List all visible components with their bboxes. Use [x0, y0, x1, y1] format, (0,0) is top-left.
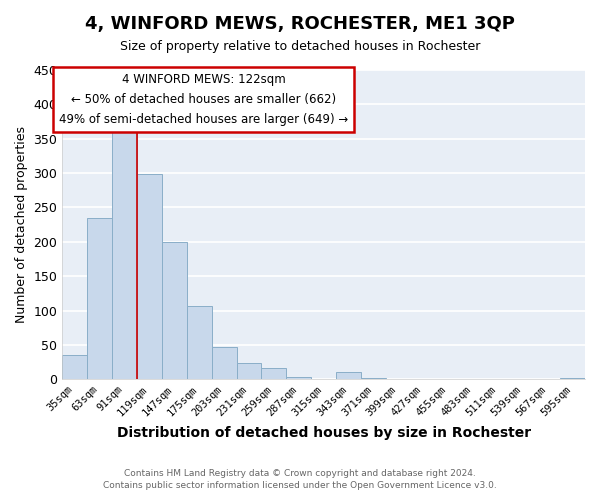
Bar [87, 218, 112, 379]
Bar [112, 125, 137, 379]
Bar [361, 378, 386, 379]
Y-axis label: Number of detached properties: Number of detached properties [15, 126, 28, 323]
Bar [62, 355, 87, 379]
Text: 4, WINFORD MEWS, ROCHESTER, ME1 3QP: 4, WINFORD MEWS, ROCHESTER, ME1 3QP [85, 15, 515, 33]
Text: 4 WINFORD MEWS: 122sqm
← 50% of detached houses are smaller (662)
49% of semi-de: 4 WINFORD MEWS: 122sqm ← 50% of detached… [59, 73, 348, 126]
Bar [560, 378, 585, 379]
Bar [137, 174, 162, 379]
X-axis label: Distribution of detached houses by size in Rochester: Distribution of detached houses by size … [116, 426, 531, 440]
Bar [187, 306, 212, 379]
Bar [286, 377, 311, 379]
Bar [236, 364, 262, 379]
Text: Contains HM Land Registry data © Crown copyright and database right 2024.
Contai: Contains HM Land Registry data © Crown c… [103, 468, 497, 490]
Bar [262, 368, 286, 379]
Bar [162, 242, 187, 379]
Bar [336, 372, 361, 379]
Text: Size of property relative to detached houses in Rochester: Size of property relative to detached ho… [120, 40, 480, 53]
Bar [212, 347, 236, 379]
